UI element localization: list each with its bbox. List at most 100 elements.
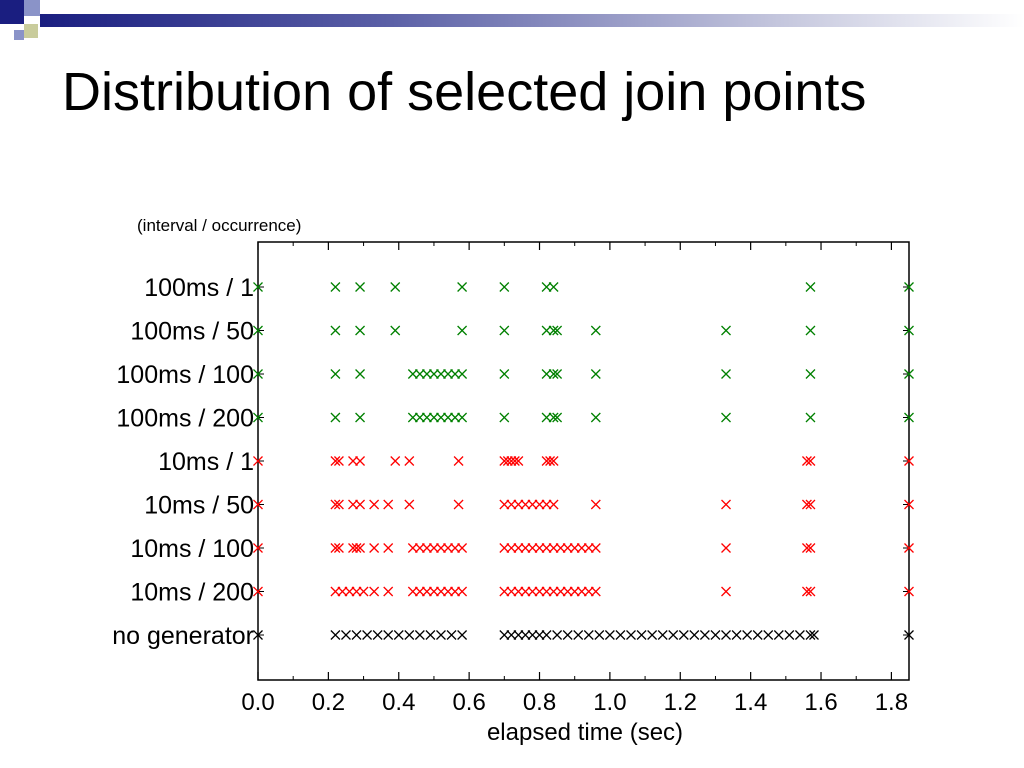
data-point [428,543,439,553]
data-point [552,325,563,336]
data-point [436,369,446,379]
data-point [499,369,510,379]
data-point [414,543,425,553]
data-point [801,586,812,597]
data-point [253,456,263,466]
data-point [594,630,605,640]
data-point [333,543,344,553]
data-point [562,543,573,553]
data-point [904,369,914,379]
series-label: 10ms / 1 [158,448,254,476]
data-point [362,630,373,640]
x-tick-label: 1.0 [593,689,626,716]
data-point [506,543,517,553]
data-point [253,630,263,640]
data-point [548,586,559,597]
data-point [443,543,453,553]
series-label: 100ms / 100 [116,361,254,389]
data-point [527,499,538,510]
data-point [330,412,341,423]
x-tick-label: 1.8 [875,689,908,716]
data-point [604,630,615,640]
data-point [513,499,524,510]
data-point [348,499,358,510]
series-label: 100ms / 1 [144,274,254,302]
data-point [499,586,510,597]
data-point [499,630,510,640]
data-point [562,630,573,640]
data-point [499,282,510,292]
data-point [904,456,914,466]
data-point [253,325,263,336]
data-point [552,412,563,423]
data-point [450,543,461,553]
data-point [407,543,418,553]
data-point [590,412,601,423]
data-point [548,325,559,336]
data-point [450,412,461,423]
data-point [414,630,425,640]
series-label: 10ms / 50 [144,492,254,520]
data-point [904,630,914,640]
data-point [351,630,362,640]
data-point [552,630,563,640]
data-point [407,369,418,379]
data-point [805,282,816,292]
data-point [513,456,524,466]
series-6 [253,543,914,553]
data-point [407,412,418,423]
data-point [355,499,366,510]
data-point [541,630,552,640]
series-3 [253,412,914,423]
data-point [404,456,415,466]
data-point [590,499,601,510]
data-point [414,369,425,379]
data-point [333,456,344,466]
data-point [626,630,636,640]
data-point [576,543,587,553]
data-point [590,369,601,379]
slide-title: Distribution of selected join points [62,62,867,122]
data-point [548,456,559,466]
data-point [348,456,358,466]
data-point [541,369,552,379]
data-point [731,630,742,640]
data-point [534,586,545,597]
data-point [763,630,774,640]
data-point [545,456,556,466]
data-point [904,586,914,597]
data-point [541,282,552,292]
data-point [805,369,816,379]
data-point [355,325,366,336]
data-point [499,325,510,336]
data-point [453,456,464,466]
data-point [425,630,436,640]
x-tick-label: 1.2 [664,689,697,716]
series-label: 100ms / 200 [116,405,254,433]
data-point [548,412,559,423]
data-point [330,499,341,510]
data-point [904,499,914,510]
data-point [548,369,559,379]
data-point [443,586,453,597]
data-point [344,586,355,597]
x-tick-label: 1.4 [734,689,767,716]
data-point [393,630,404,640]
data-point [904,543,914,553]
series-5 [253,499,914,510]
data-point [404,499,415,510]
data-point [457,412,468,423]
data-point [721,543,731,553]
data-point [457,282,468,292]
data-point [506,499,517,510]
title-gradient-bar [40,14,1024,27]
data-point [562,586,573,597]
x-tick-label: 1.6 [804,689,837,716]
data-point [805,325,816,336]
data-point [506,456,517,466]
bullet-square-small [24,24,38,38]
series-2 [253,369,914,379]
data-point [369,499,380,510]
data-point [355,543,366,553]
data-point [383,586,394,597]
